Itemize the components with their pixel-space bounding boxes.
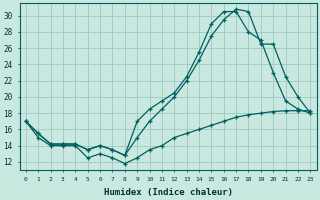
X-axis label: Humidex (Indice chaleur): Humidex (Indice chaleur) bbox=[104, 188, 233, 197]
